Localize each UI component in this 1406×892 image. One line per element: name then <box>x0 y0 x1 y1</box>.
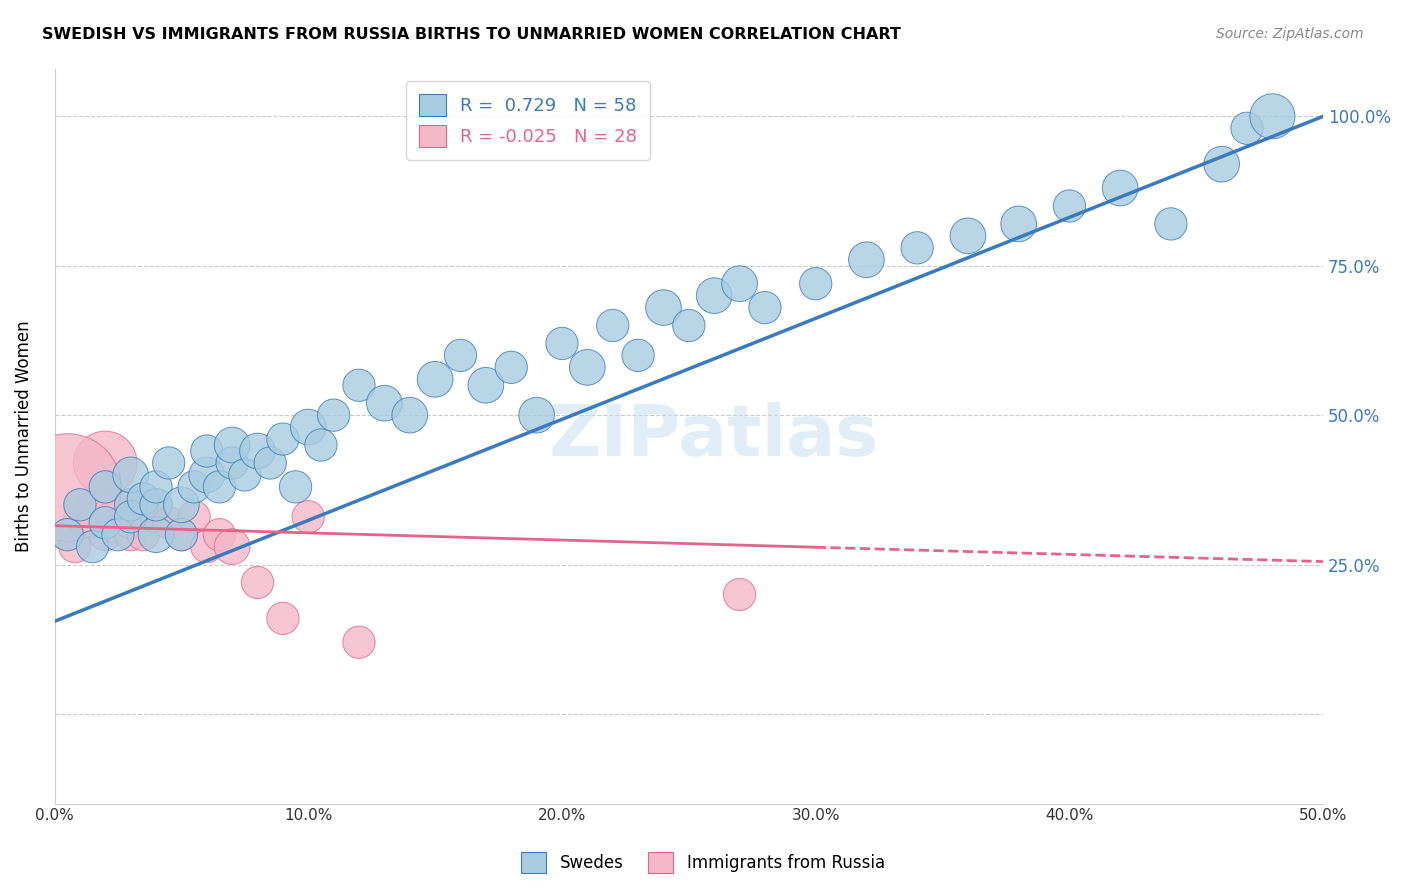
Point <box>69 509 91 524</box>
Point <box>398 408 420 422</box>
Point <box>157 516 180 530</box>
Point <box>195 444 218 458</box>
Point <box>728 587 751 601</box>
Point <box>132 527 155 541</box>
Point <box>233 467 256 482</box>
Point <box>221 438 243 452</box>
Point <box>373 396 395 410</box>
Point <box>145 498 167 512</box>
Point <box>259 456 281 470</box>
Point <box>905 241 928 255</box>
Point <box>322 408 344 422</box>
Point <box>120 527 142 541</box>
Point <box>1160 217 1182 231</box>
Point <box>56 480 79 494</box>
Point <box>208 480 231 494</box>
Point <box>475 378 498 392</box>
Point <box>120 509 142 524</box>
Point <box>678 318 700 333</box>
Point <box>56 527 79 541</box>
Point <box>145 498 167 512</box>
Legend: R =  0.729   N = 58, R = -0.025   N = 28: R = 0.729 N = 58, R = -0.025 N = 28 <box>406 81 650 160</box>
Point <box>94 480 117 494</box>
Point <box>246 444 269 458</box>
Point <box>297 509 319 524</box>
Point <box>170 527 193 541</box>
Point <box>347 378 370 392</box>
Point <box>145 509 167 524</box>
Point <box>728 277 751 291</box>
Text: SWEDISH VS IMMIGRANTS FROM RUSSIA BIRTHS TO UNMARRIED WOMEN CORRELATION CHART: SWEDISH VS IMMIGRANTS FROM RUSSIA BIRTHS… <box>42 27 901 42</box>
Text: Source: ZipAtlas.com: Source: ZipAtlas.com <box>1216 27 1364 41</box>
Point <box>956 228 979 243</box>
Point <box>120 498 142 512</box>
Point <box>170 527 193 541</box>
Point <box>69 498 91 512</box>
Point <box>309 438 332 452</box>
Y-axis label: Births to Unmarried Women: Births to Unmarried Women <box>15 320 32 552</box>
Point <box>804 277 827 291</box>
Point <box>576 360 599 375</box>
Point <box>246 575 269 590</box>
Point <box>1261 109 1284 123</box>
Point <box>120 467 142 482</box>
Point <box>94 527 117 541</box>
Point <box>195 540 218 554</box>
Point <box>94 456 117 470</box>
Point <box>82 516 104 530</box>
Point <box>652 301 675 315</box>
Point <box>94 516 117 530</box>
Point <box>423 372 446 386</box>
Point <box>63 540 86 554</box>
Point <box>107 498 129 512</box>
Point <box>1059 199 1081 213</box>
Point <box>855 252 877 267</box>
Point <box>94 480 117 494</box>
Point <box>208 527 231 541</box>
Point <box>347 635 370 649</box>
Point <box>145 527 167 541</box>
Point <box>94 509 117 524</box>
Point <box>170 498 193 512</box>
Point <box>450 348 472 362</box>
Legend: Swedes, Immigrants from Russia: Swedes, Immigrants from Russia <box>515 846 891 880</box>
Point <box>501 360 523 375</box>
Point <box>1211 157 1233 171</box>
Point <box>271 611 294 625</box>
Point <box>1008 217 1031 231</box>
Point <box>551 336 574 351</box>
Point <box>602 318 624 333</box>
Point <box>157 456 180 470</box>
Point <box>69 498 91 512</box>
Point <box>82 498 104 512</box>
Point <box>271 432 294 446</box>
Point <box>284 480 307 494</box>
Point <box>145 480 167 494</box>
Point <box>703 288 725 302</box>
Point <box>56 527 79 541</box>
Point <box>754 301 776 315</box>
Point <box>1109 181 1132 195</box>
Point <box>120 516 142 530</box>
Point <box>221 456 243 470</box>
Point <box>82 540 104 554</box>
Point <box>221 540 243 554</box>
Point <box>120 498 142 512</box>
Point <box>132 491 155 506</box>
Point <box>183 509 205 524</box>
Text: ZIPatlas: ZIPatlas <box>550 401 879 471</box>
Point <box>1236 121 1258 136</box>
Point <box>183 480 205 494</box>
Point <box>297 420 319 434</box>
Point <box>627 348 650 362</box>
Point <box>526 408 548 422</box>
Point <box>195 467 218 482</box>
Point <box>107 527 129 541</box>
